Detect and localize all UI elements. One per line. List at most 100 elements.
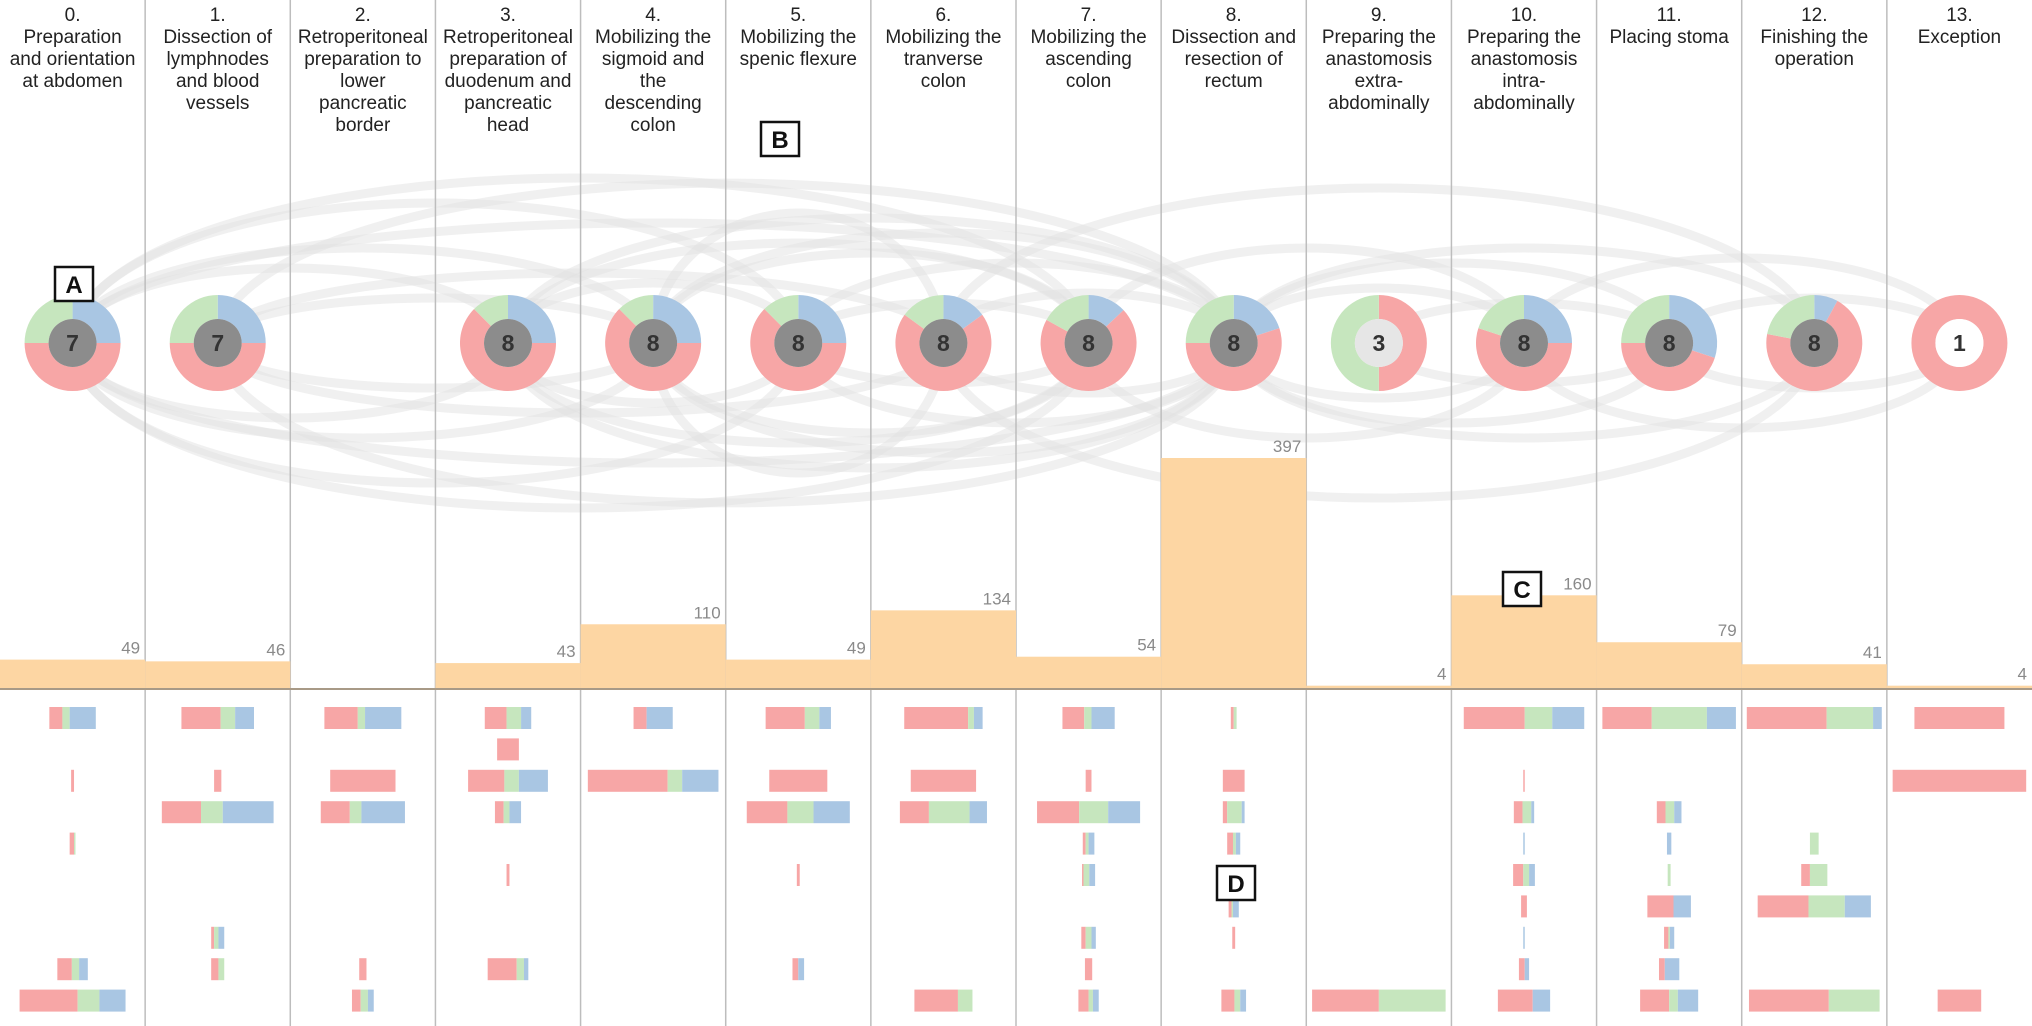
activity-bar-6-0-green xyxy=(968,707,974,729)
donut-center-10 xyxy=(1500,319,1548,367)
activity-bar-1-7-red xyxy=(211,926,215,949)
activity-bar-10-0-red xyxy=(1463,707,1525,729)
activity-bar-7-7-red xyxy=(1081,926,1086,949)
activity-bar-7-0-red xyxy=(1062,707,1085,729)
donut-count-11: 8 xyxy=(1663,330,1676,356)
activity-bar-1-0-blue xyxy=(235,707,254,729)
activity-bar-8-3-green xyxy=(1227,801,1242,824)
donut-slice-3-1 xyxy=(460,309,556,391)
activity-bar-12-5-green xyxy=(1809,864,1828,886)
phase-title-line: intra- xyxy=(1502,71,1545,92)
donut-count-3: 8 xyxy=(502,330,515,356)
donut-count-9: 3 xyxy=(1372,330,1385,356)
activity-bar-8-3-blue xyxy=(1241,801,1245,824)
phase-title-line: and blood xyxy=(176,71,259,92)
phase-title-line: and orientation xyxy=(10,49,136,70)
donut-center-9 xyxy=(1354,319,1403,367)
marker-label-d: D xyxy=(1227,871,1244,898)
activity-bar-7-0-blue xyxy=(1091,707,1115,729)
duration-bar-8 xyxy=(1161,458,1307,688)
donut-slice-11-0 xyxy=(1669,295,1718,358)
activity-bar-12-5-red xyxy=(1801,864,1810,886)
activity-bar-4-2-red xyxy=(587,769,668,792)
donut-slice-3-0 xyxy=(508,295,556,343)
duration-label-3: 43 xyxy=(557,642,576,661)
column-separators xyxy=(144,0,1888,1026)
phase-title-line: resection of xyxy=(1185,49,1284,70)
phase-title-line: at abdomen xyxy=(22,71,122,92)
phase-title-line: colon xyxy=(921,71,966,92)
donut-slice-5-0 xyxy=(798,295,847,343)
activity-bar-12-9-green xyxy=(1828,989,1880,1012)
activity-bar-3-0-blue xyxy=(521,707,532,729)
phase-title-line: abdominally xyxy=(1328,93,1430,114)
donut-count-7: 8 xyxy=(1082,330,1095,356)
activity-bar-2-0-red xyxy=(324,707,358,729)
donut-slice-12-2 xyxy=(1767,295,1815,339)
phase-title-line: ascending xyxy=(1045,49,1132,70)
activity-bar-7-3-green xyxy=(1079,801,1109,824)
phase-title-line: extra- xyxy=(1355,71,1404,92)
activity-bar-1-0-red xyxy=(181,707,221,729)
activity-bar-11-9-blue xyxy=(1677,989,1699,1012)
activity-bar-11-7-red xyxy=(1664,926,1669,949)
activity-bar-6-9-green xyxy=(957,989,973,1012)
donut-count-13: 1 xyxy=(1953,330,1966,356)
activity-bar-8-4-green xyxy=(1232,832,1236,855)
phase-title-9: 9. Preparing the anastomosis extra-abdomina… xyxy=(1322,5,1436,114)
activity-bar-7-7-green xyxy=(1085,926,1092,949)
phase-title-line: tranverse xyxy=(904,49,983,70)
phase-index: 2. xyxy=(355,5,371,26)
activity-bar-11-5-green xyxy=(1667,864,1671,886)
activity-bar-10-0-green xyxy=(1524,707,1553,729)
phase-title-line: lymphnodes xyxy=(166,49,268,70)
phase-title-line: rectum xyxy=(1205,71,1263,92)
activity-bar-5-0-blue xyxy=(819,707,831,729)
phase-title-line: anastomosis xyxy=(1326,49,1433,70)
phase-title-line: spenic flexure xyxy=(740,49,857,70)
activity-bar-11-4-blue xyxy=(1666,832,1672,855)
activity-bar-5-5-red xyxy=(796,864,800,886)
activity-bar-4-2-blue xyxy=(682,769,719,792)
activity-bar-8-6-blue xyxy=(1232,895,1239,918)
activity-bar-3-8-green xyxy=(516,958,524,981)
activity-bar-10-4-blue xyxy=(1523,832,1525,855)
activity-bar-8-0-red xyxy=(1230,707,1234,729)
phase-title-line: descending xyxy=(605,93,702,114)
activity-bar-2-0-green xyxy=(357,707,366,729)
activity-bar-7-5-green xyxy=(1083,864,1090,886)
activity-bar-6-0-blue xyxy=(973,707,983,729)
activity-bar-10-8-red xyxy=(1518,958,1525,981)
activity-bar-7-3-red xyxy=(1037,801,1080,824)
activity-bar-10-0-blue xyxy=(1552,707,1585,729)
donut-slice-7-1 xyxy=(1040,310,1137,392)
activity-bar-0-9-red xyxy=(19,989,78,1012)
duration-label-12: 41 xyxy=(1863,643,1882,662)
phase-title-4: 4. Mobilizing the sigmoid and the descending… xyxy=(595,5,711,136)
activity-bar-5-2-red xyxy=(769,769,828,792)
activity-bar-4-2-green xyxy=(667,769,683,792)
activity-bar-11-0-green xyxy=(1651,707,1707,729)
phase-title-line: Preparing the xyxy=(1322,27,1436,48)
duration-label-0: 49 xyxy=(121,639,140,658)
donut-slice-10-1 xyxy=(1476,328,1572,391)
activity-bar-8-9-green xyxy=(1234,989,1241,1012)
donut-center-7 xyxy=(1064,319,1113,367)
phase-index: 0. xyxy=(65,5,81,26)
activity-bar-10-8-blue xyxy=(1524,958,1530,981)
activity-bar-0-8-red xyxy=(57,958,72,981)
phase-title-line: abdominally xyxy=(1473,93,1575,114)
activity-bar-3-1-red xyxy=(497,738,519,761)
activity-bar-3-8-blue xyxy=(523,958,529,981)
phase-title-12: 12. Finishing the operation xyxy=(1760,5,1868,70)
phase-title-10: 10. Preparing the anastomosis intra-abdomin… xyxy=(1467,5,1581,114)
phase-title-line: Mobilizing the xyxy=(740,27,856,48)
activity-bar-2-9-red xyxy=(351,989,361,1012)
phase-title-5: 5. Mobilizing the spenic flexure xyxy=(740,5,857,70)
phase-title-line: colon xyxy=(630,115,675,136)
activity-bar-7-8-red xyxy=(1084,958,1093,981)
activity-bar-12-6-green xyxy=(1808,895,1845,918)
phase-index: 8. xyxy=(1226,5,1242,26)
activity-bar-6-9-red xyxy=(914,989,958,1012)
